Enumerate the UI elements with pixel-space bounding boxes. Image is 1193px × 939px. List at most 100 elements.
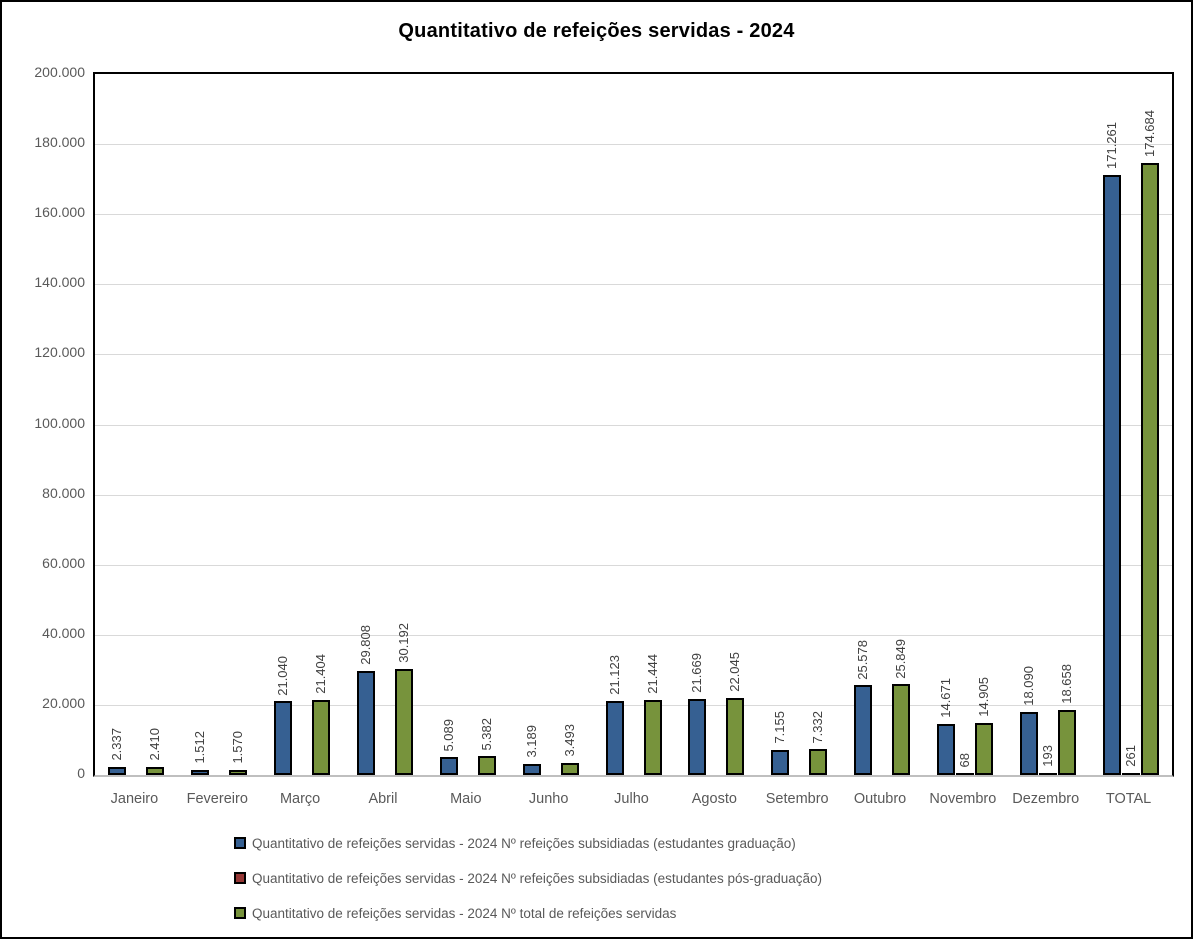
gridline (95, 564, 1172, 566)
y-axis-label: 200.000 (34, 64, 85, 80)
x-axis-label: Agosto (691, 791, 737, 807)
bar (356, 670, 375, 775)
legend-item: Quantitativo de refeições servidas - 202… (234, 835, 822, 851)
x-axis-label: Fevereiro (186, 791, 248, 807)
bar-label: 21.123 (606, 655, 622, 695)
bar (955, 773, 974, 775)
bar (605, 700, 624, 775)
bar (477, 756, 496, 775)
bar-label: 25.849 (893, 638, 909, 679)
x-axis-label: Março (279, 791, 321, 807)
bar (974, 722, 993, 775)
legend-label: Quantitativo de refeições servidas - 202… (252, 835, 796, 851)
bar-label: 5.089 (440, 718, 456, 752)
legend-label: Quantitativo de refeições servidas - 202… (252, 905, 677, 921)
bar (1121, 773, 1140, 775)
y-axis-label: 180.000 (34, 134, 85, 151)
bar (643, 699, 662, 775)
bar (771, 749, 790, 775)
legend-swatch-icon (234, 872, 246, 884)
bar (560, 762, 579, 775)
bar (688, 699, 707, 775)
y-axis-label: 100.000 (34, 414, 85, 431)
bar-label: 14.671 (937, 677, 953, 718)
bar (936, 723, 955, 775)
bar (229, 769, 248, 775)
bar-label: 1.512 (192, 731, 208, 764)
gridline (95, 214, 1172, 216)
plot-area: 2.337 2.410 1.512 1.570 21.040 21.404 29.808 30… (93, 72, 1174, 777)
bar (854, 685, 873, 775)
legend: Quantitativo de refeições servidas - 202… (234, 835, 822, 937)
bar-label: 18.090 (1020, 665, 1036, 706)
bar-label: 2.337 (109, 728, 125, 761)
bar-label: 7.332 (810, 710, 826, 744)
y-axis-label: 40.000 (42, 624, 85, 641)
bar (312, 699, 331, 775)
y-axis-label: 120.000 (34, 344, 85, 361)
x-axis-label: Dezembro (1012, 791, 1080, 807)
bar (809, 749, 828, 775)
bar-label: 21.404 (313, 654, 329, 694)
legend-swatch-icon (234, 837, 246, 849)
x-axis-label: Abril (368, 791, 398, 807)
x-axis-label: Novembro (929, 791, 997, 807)
bar-label: 68 (956, 752, 972, 767)
bar-label: 3.493 (561, 724, 577, 757)
y-axis-label: 140.000 (34, 274, 85, 291)
bar (191, 769, 210, 775)
bar-label: 5.382 (478, 717, 494, 751)
bar (892, 684, 911, 775)
bar (726, 697, 745, 775)
legend-swatch-icon (234, 907, 246, 919)
bar-label: 21.040 (275, 655, 291, 696)
bar (1102, 174, 1121, 775)
y-axis-label: 0 (77, 765, 85, 781)
bar-label: 193 (1039, 745, 1055, 767)
bar (146, 766, 165, 775)
bar-label: 174.684 (1141, 109, 1157, 157)
x-axis-label: Outubro (853, 791, 907, 807)
bar (1019, 711, 1038, 775)
bar-label: 21.669 (689, 653, 705, 694)
bar (439, 757, 458, 775)
bar (522, 763, 541, 775)
chart-title: Quantitativo de refeições servidas - 202… (398, 20, 795, 42)
gridline (95, 144, 1172, 146)
bar-label: 3.189 (523, 725, 539, 758)
legend-item: Quantitativo de refeições servidas - 202… (234, 870, 822, 886)
bar (108, 766, 127, 775)
y-axis-label: 60.000 (42, 554, 85, 571)
bar-label: 25.578 (855, 639, 871, 680)
bar-label: 1.570 (230, 730, 246, 764)
bar (394, 669, 413, 775)
bar-label: 2.410 (147, 728, 163, 761)
legend-item: Quantitativo de refeições servidas - 202… (234, 905, 822, 921)
legend-label: Quantitativo de refeições servidas - 202… (252, 870, 822, 886)
bar-label: 21.444 (644, 654, 660, 694)
gridline (95, 704, 1172, 706)
x-axis-label: Setembro (765, 791, 829, 807)
bar (1038, 773, 1057, 775)
x-axis-label: TOTAL (1105, 791, 1152, 807)
x-axis-label: Julho (614, 791, 649, 807)
bar (1057, 709, 1076, 775)
bar-label: 30.192 (395, 623, 411, 664)
y-axis-label: 160.000 (34, 204, 85, 221)
x-axis-label: Janeiro (110, 791, 159, 807)
bar-label: 171.261 (1103, 121, 1119, 169)
bar (274, 701, 293, 775)
gridline (95, 634, 1172, 636)
bar (1140, 162, 1159, 775)
bar-label: 18.658 (1058, 663, 1074, 704)
gridline (95, 284, 1172, 286)
bar-label: 29.808 (357, 624, 373, 665)
gridline (95, 354, 1172, 356)
bar-label: 261 (1122, 745, 1138, 767)
bar-label: 7.155 (772, 711, 788, 744)
y-axis-label: 20.000 (42, 694, 85, 711)
x-axis-label: Maio (450, 791, 482, 807)
bar-label: 22.045 (727, 651, 743, 692)
y-axis-label: 80.000 (42, 484, 85, 501)
